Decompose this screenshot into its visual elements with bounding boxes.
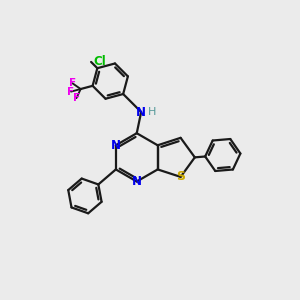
Text: H: H: [148, 107, 157, 117]
Text: Cl: Cl: [94, 56, 106, 68]
Text: N: N: [136, 106, 146, 118]
Text: N: N: [111, 139, 121, 152]
Text: F: F: [68, 87, 75, 97]
Text: F: F: [73, 93, 80, 103]
Text: N: N: [132, 175, 142, 188]
Text: S: S: [176, 170, 185, 183]
Text: F: F: [69, 78, 76, 88]
